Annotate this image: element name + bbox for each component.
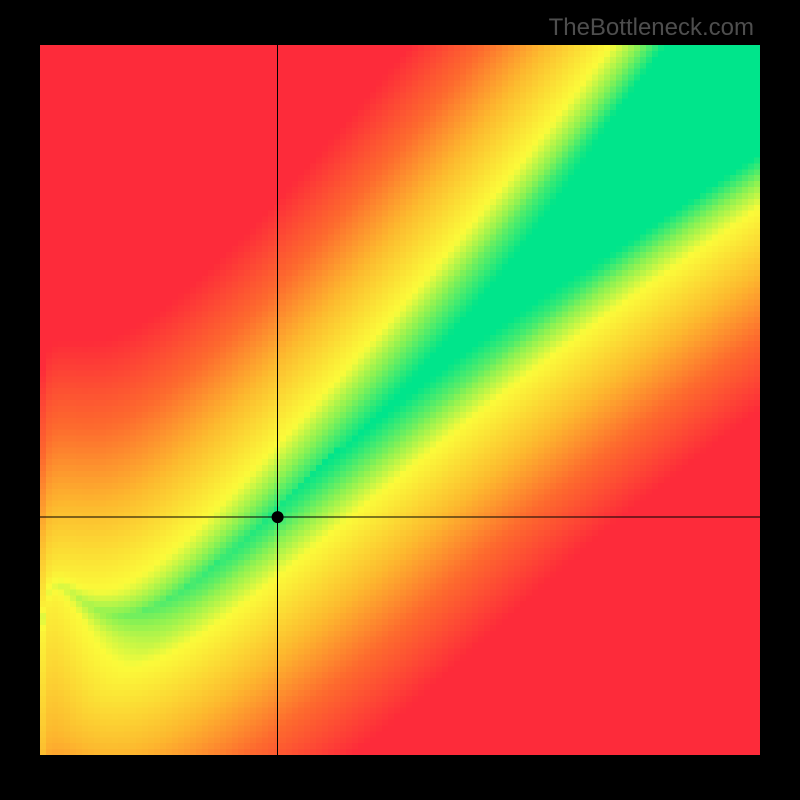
watermark-text: TheBottleneck.com bbox=[549, 14, 754, 42]
chart-container: { "canvas": { "width": 800, "height": 80… bbox=[0, 0, 800, 800]
bottleneck-heatmap bbox=[40, 45, 760, 755]
